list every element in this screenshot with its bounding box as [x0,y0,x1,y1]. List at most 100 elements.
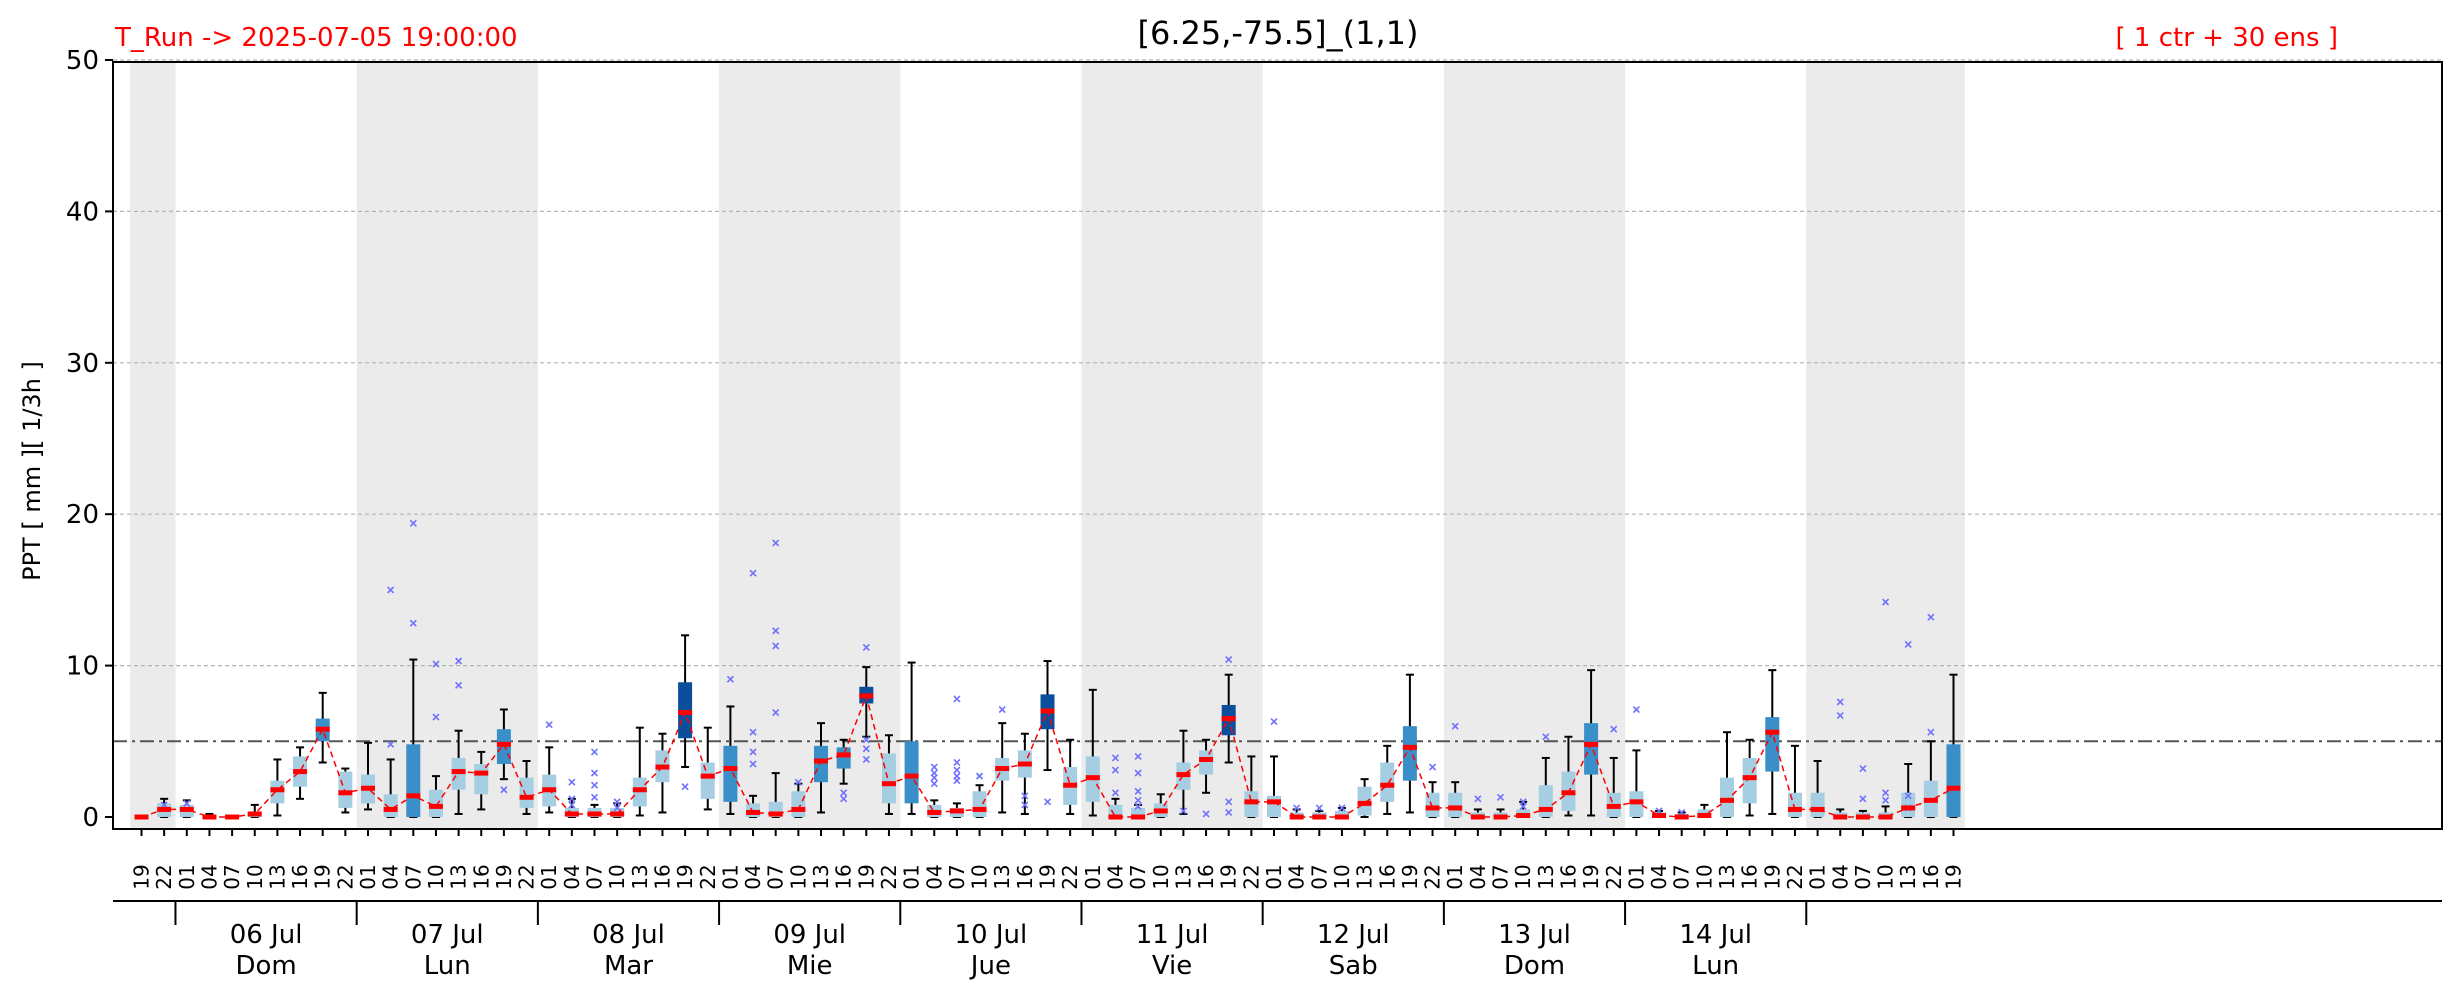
outlier-point [1859,795,1867,803]
x-tick-label: 07 [220,864,244,889]
outlier-point [1655,807,1663,815]
outlier-point [794,778,802,786]
x-tick-label: 22 [515,864,539,889]
x-tick-label: 10 [968,864,992,889]
outlier-point [1836,711,1844,720]
median-mark [949,808,964,814]
day-date-label: 12 Jul [1317,920,1390,950]
night-band [356,62,538,829]
outlier-point [953,766,961,774]
night-band [1443,62,1626,829]
median-mark [1629,799,1644,805]
x-tick-label: 19 [130,864,154,889]
box [1108,804,1123,817]
x-tick-label: 01 [718,864,742,889]
outlier-point [953,695,961,703]
outlier-point [455,681,463,689]
x-tick-label: 10 [786,864,810,889]
x-tick-label: 19 [1398,864,1422,889]
median-mark [587,811,602,817]
x-tick-label: 16 [288,864,312,889]
outlier-point [545,721,553,729]
outlier-point [590,781,599,789]
x-tick-label: 22 [1783,864,1807,889]
median-mark [632,787,647,793]
x-tick-label: 13 [1171,864,1195,889]
outlier-point [500,786,508,794]
box [1810,792,1825,817]
outlier-point [432,713,440,721]
x-tick-label: 01 [537,864,561,889]
outlier-point [1632,705,1640,714]
median-mark [1108,814,1123,820]
x-tick-label: 04 [1466,864,1490,889]
outlier-point [568,801,576,809]
box [1199,750,1214,775]
box [1742,757,1757,804]
outlier-point [568,795,576,803]
median-mark [1742,775,1757,781]
x-tick-label: 01 [1262,864,1286,889]
box [904,741,919,804]
outlier-point [1225,655,1233,664]
median-mark [564,811,579,817]
median-mark [1244,799,1259,805]
median-mark [1516,812,1531,818]
night-band [1806,62,1965,829]
median-mark [451,769,466,775]
x-tick-label: 01 [175,864,199,889]
day-date-label: 10 Jul [955,920,1028,950]
x-tick-label: 22 [1239,864,1263,889]
median-mark [293,769,308,775]
x-tick-label: 10 [243,864,267,889]
night-band [719,62,901,829]
box [723,745,738,802]
x-tick-label: 07 [1307,864,1331,889]
median-mark [1470,814,1485,820]
outlier-point [1134,752,1142,761]
median-mark [768,811,783,817]
x-tick-label: 13 [1715,864,1739,889]
outlier-point [1678,808,1686,817]
median-mark [1085,775,1100,781]
x-tick-label: 16 [1919,864,1943,889]
box [338,771,353,808]
outlier-point [1881,796,1890,804]
outlier-point [1021,792,1029,800]
x-tick-label: 10 [1511,864,1535,889]
day-weekday-label: Vie [1152,951,1192,981]
x-tick-label: 16 [1194,864,1218,889]
median-mark [1720,797,1734,803]
outlier-point [975,772,984,780]
median-mark [1606,803,1621,809]
outlier-point [1519,802,1527,810]
members-label: [ 1 ctr + 30 ens ] [2116,23,2339,53]
median-mark [1267,799,1281,805]
outlier-point [183,799,191,807]
x-tick-label: 13 [1896,864,1920,889]
outlier-point [930,763,938,771]
x-tick-label: 19 [1942,864,1966,889]
median-mark [1221,716,1236,722]
x-tick-label: 04 [1828,864,1852,889]
outlier-point [1881,789,1890,797]
x-tick-label: 07 [583,864,607,889]
median-mark [225,814,240,820]
median-mark [247,811,262,817]
x-axis: 1922010407101316192201040710131619220104… [113,829,2442,981]
outlier-point [1134,796,1142,804]
outlier-point [998,705,1006,714]
day-date-label: 13 Jul [1498,920,1571,950]
median-mark [1448,805,1463,811]
median-mark [1131,814,1146,820]
x-tick-label: 16 [1738,864,1762,889]
outlier-point [455,657,463,665]
x-tick-label: 13 [990,864,1014,889]
outlier-point [1225,808,1233,817]
median-mark [1493,814,1508,820]
outlier-point [409,619,417,627]
median-mark [1357,800,1372,806]
x-tick-label: 19 [673,864,697,889]
median-mark [655,764,670,770]
